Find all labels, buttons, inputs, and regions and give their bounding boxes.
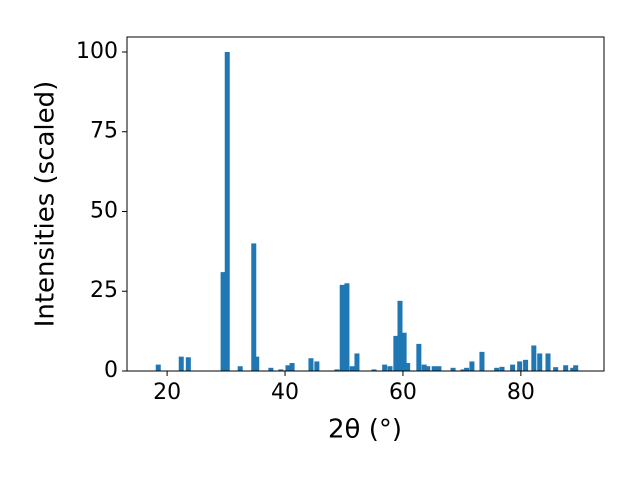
bar: [436, 366, 442, 371]
bar: [431, 366, 437, 371]
bar: [531, 345, 537, 371]
bar: [469, 361, 475, 371]
bar: [237, 366, 243, 371]
bar: [553, 367, 559, 371]
plot-area: [155, 51, 579, 371]
bar: [545, 353, 551, 371]
bar: [479, 351, 485, 371]
bar: [421, 364, 427, 371]
bar: [382, 364, 388, 371]
bar: [220, 272, 226, 371]
bar: [563, 365, 569, 371]
bar: [510, 364, 516, 371]
bar: [464, 367, 470, 371]
bar: [278, 369, 284, 371]
bar: [494, 367, 500, 371]
x-axis-label: 2θ (°): [328, 415, 402, 445]
bar: [371, 369, 377, 371]
bar: [450, 367, 456, 371]
bar: [251, 243, 257, 371]
y-tick-label: 25: [90, 278, 118, 303]
bar: [387, 366, 393, 371]
y-tick-label: 100: [76, 39, 118, 64]
bar: [344, 283, 350, 371]
bar: [393, 335, 399, 371]
x-tick-label: 20: [153, 380, 181, 405]
x-tick-label: 60: [389, 380, 417, 405]
bar: [289, 363, 295, 371]
bar: [349, 366, 355, 371]
bar: [523, 359, 529, 371]
bar: [499, 366, 505, 371]
bar: [460, 369, 466, 371]
bar: [425, 366, 431, 371]
bar: [517, 361, 523, 371]
bar: [354, 353, 360, 371]
bar: [416, 343, 422, 371]
bar: [185, 357, 191, 371]
bar: [314, 361, 320, 371]
bar: [268, 367, 274, 371]
bar: [339, 284, 345, 371]
y-tick-label: 50: [90, 198, 118, 223]
bar: [155, 364, 161, 371]
bar: [401, 332, 407, 371]
bar: [405, 363, 411, 371]
bar: [570, 367, 576, 371]
bar: [334, 369, 340, 371]
bar: [254, 356, 260, 371]
bar: [178, 356, 184, 371]
bar: [285, 365, 291, 371]
bar: [573, 365, 579, 371]
x-tick-label: 40: [271, 380, 299, 405]
y-tick-label: 0: [104, 358, 118, 383]
y-tick-label: 75: [90, 119, 118, 144]
axes-frame: [126, 36, 605, 372]
bar: [397, 300, 403, 371]
bar: [537, 353, 543, 371]
bar: [224, 51, 230, 371]
x-tick-label: 80: [507, 380, 535, 405]
bar: [308, 358, 314, 371]
y-axis-label: Intensities (scaled): [31, 81, 61, 328]
